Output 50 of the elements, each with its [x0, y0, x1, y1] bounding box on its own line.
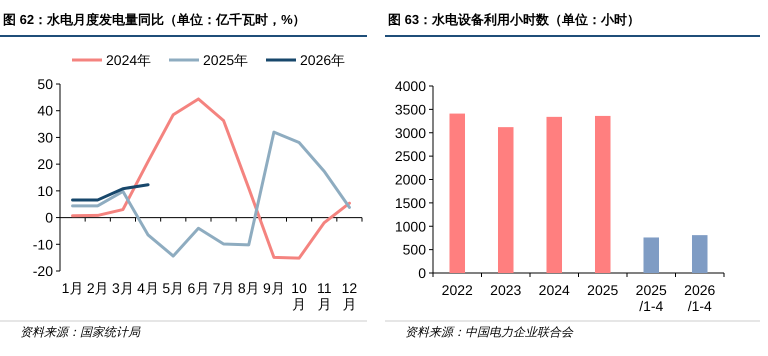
y-tick-label: 0 — [45, 210, 54, 226]
line-series — [71, 97, 351, 260]
x-tick-label: 2月 — [86, 280, 109, 296]
y-tick-label: 1000 — [394, 218, 426, 234]
x-tick-label: 1月 — [62, 280, 84, 296]
y-tick-label: -10 — [32, 236, 54, 252]
x-tick-label: 2025/1-4 — [636, 282, 668, 314]
x-tick-label: 2024 — [538, 282, 570, 298]
x-tick-label: 12月 — [342, 280, 358, 312]
x-tick-label: 2026/1-4 — [684, 282, 716, 314]
text: 资料来源：中国电力企业联合会 — [405, 325, 574, 339]
legend-label: 2024年 — [106, 52, 152, 68]
y-tick-label: 3000 — [394, 124, 426, 141]
y-tick-label: -20 — [32, 263, 54, 279]
y-tick-label: 500 — [402, 242, 426, 258]
y-tick-label: 30 — [37, 129, 54, 146]
x-tick-label: 8月 — [238, 280, 260, 296]
x-tick-label: 9月 — [263, 280, 285, 296]
x-tick-label: 2023 — [490, 282, 522, 298]
y-tick-label: 2500 — [394, 148, 426, 164]
bar — [643, 237, 660, 273]
x-tick-label: 4月 — [137, 280, 159, 296]
legend-label: 2025年 — [203, 52, 248, 68]
bar — [449, 114, 466, 273]
legend-label: 2026年 — [300, 52, 346, 68]
y-tick-label: 3500 — [394, 101, 426, 118]
x-tick-label: 11月 — [316, 280, 332, 312]
x-tick-label: 3月 — [112, 280, 134, 296]
y-tick-label: 0 — [418, 265, 426, 281]
y-tick-label: 1500 — [394, 194, 426, 211]
x-tick-label: 10月 — [291, 280, 308, 312]
bar — [546, 116, 562, 273]
x-tick-label: 7月 — [212, 280, 234, 296]
y-tick-label: 20 — [37, 156, 54, 172]
x-tick-label: 5月 — [162, 280, 184, 296]
chart-title: 图 62：水电月度发电量同比（单位：亿千瓦时，%） — [3, 12, 306, 27]
x-tick-label: 2025 — [587, 282, 619, 298]
text: 资料来源：国家统计局 — [20, 325, 141, 339]
x-tick-label: 6月 — [188, 280, 210, 296]
bar — [498, 127, 514, 273]
chart-title: 图 63：水电设备利用小时数（单位：小时） — [388, 12, 640, 27]
y-tick-label: 50 — [37, 76, 54, 92]
y-tick-label: 4000 — [394, 78, 426, 94]
line-series — [71, 130, 351, 258]
y-tick-label: 40 — [37, 102, 54, 119]
x-tick-label: 2022 — [442, 282, 474, 298]
y-tick-label: 2000 — [394, 172, 426, 188]
y-tick-label: 10 — [37, 182, 54, 199]
bar — [692, 235, 708, 273]
bar — [594, 116, 611, 273]
